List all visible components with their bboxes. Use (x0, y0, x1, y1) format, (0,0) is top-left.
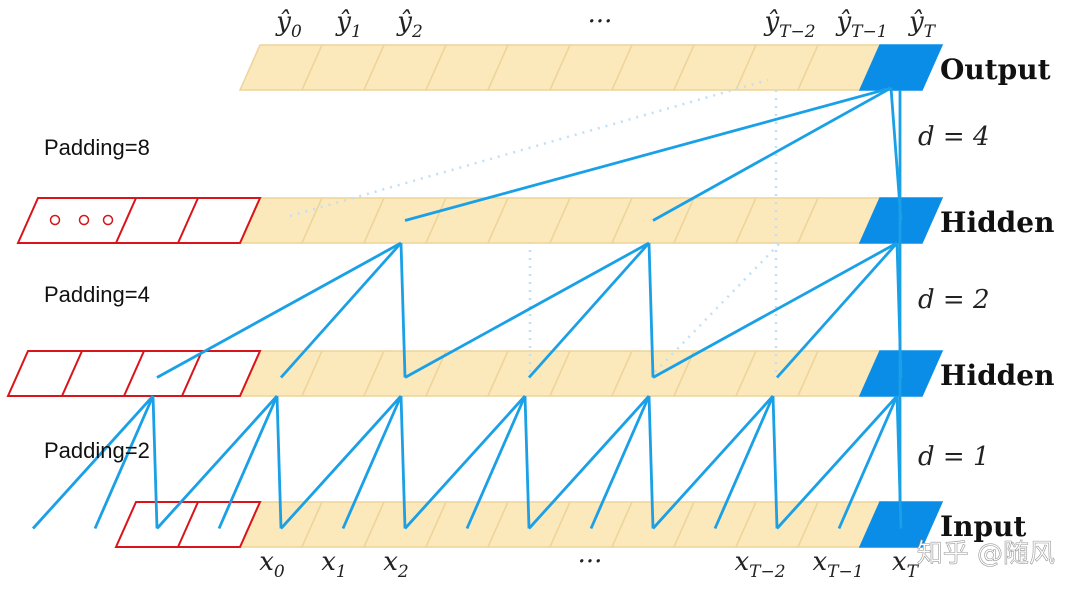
connection (647, 242, 655, 378)
connection (93, 395, 155, 530)
node-label: xT (892, 547, 920, 582)
label-subscript: 1 (336, 562, 347, 582)
label-subscript: 2 (397, 562, 409, 582)
node-label: ŷ1 (335, 7, 362, 42)
layer-label: Hidden (940, 359, 1054, 392)
label-symbol: x (383, 547, 398, 577)
label-symbol: x (892, 547, 907, 577)
label-subscript: T−1 (827, 562, 863, 582)
watermark: 知乎 @随风 (917, 539, 1055, 569)
connection (403, 395, 527, 530)
label-symbol: x (259, 547, 274, 577)
connection (527, 242, 651, 379)
node-label: ŷ0 (275, 7, 302, 42)
connection (713, 395, 775, 530)
faint-connection (289, 78, 769, 218)
node-label: ŷT−1 (835, 7, 887, 42)
node-label: ŷT (908, 7, 937, 42)
label-subscript: T (924, 22, 937, 42)
label-symbol: ŷ (763, 7, 779, 37)
connection (652, 241, 898, 379)
connection (652, 86, 892, 222)
connection (399, 395, 407, 529)
label-subscript: 0 (274, 562, 285, 582)
connection (527, 395, 651, 530)
connection (399, 242, 407, 378)
connection (404, 241, 650, 379)
label-symbol: ŷ (275, 7, 291, 37)
connection (341, 395, 403, 530)
padding-divider (181, 350, 203, 397)
output-cell (858, 44, 944, 91)
padding-box (16, 197, 262, 244)
label-symbol: x (734, 547, 749, 577)
node-label: ŷT−2 (763, 7, 815, 42)
label-subscript: T−2 (749, 562, 785, 582)
connection (523, 395, 531, 529)
padding-box (6, 350, 262, 397)
connection (31, 395, 155, 530)
label-subscript: 2 (411, 22, 423, 42)
connection (775, 395, 899, 530)
label-subscript: T (907, 562, 920, 582)
connection (837, 395, 899, 530)
label-subscript: 1 (351, 22, 362, 42)
label-symbol: x (812, 547, 827, 577)
padding-label: Padding=8 (44, 135, 150, 160)
connection (589, 395, 651, 530)
connection (151, 395, 159, 529)
node-label: ··· (588, 7, 613, 37)
connection (404, 86, 892, 222)
label-subscript: T−2 (779, 22, 815, 42)
label-symbol: ··· (588, 7, 613, 37)
label-symbol: x (321, 547, 336, 577)
label-subscript: T−1 (851, 22, 887, 42)
label-symbol: ··· (578, 547, 603, 577)
connection (156, 241, 402, 379)
padding-dot (49, 214, 61, 226)
node-label: x0 (259, 547, 285, 582)
padding-divider (61, 350, 83, 397)
connection (155, 395, 279, 530)
label-subscript: 0 (291, 22, 302, 42)
connection (279, 395, 403, 530)
layer-label: Output (940, 53, 1051, 86)
label-symbol: ŷ (396, 7, 412, 37)
node-label: x1 (321, 547, 347, 582)
label-symbol: ŷ (908, 7, 924, 37)
faint-connection (654, 242, 781, 373)
connection (771, 395, 779, 529)
padding-box (114, 501, 262, 548)
dilation-label: d = 1 (918, 442, 990, 472)
padding-label: Padding=2 (44, 438, 150, 463)
connection (217, 395, 279, 530)
padding-divider (177, 501, 199, 548)
layer-label: Hidden (940, 206, 1054, 239)
label-symbol: ŷ (835, 7, 851, 37)
node-label: ŷ2 (396, 7, 423, 42)
padding-divider (115, 197, 137, 244)
connection (465, 395, 527, 530)
connection (651, 395, 775, 530)
padding-label: Padding=4 (44, 282, 150, 307)
connection (279, 242, 403, 379)
connection (647, 395, 655, 529)
node-label: x2 (383, 547, 409, 582)
dilation-label: d = 4 (918, 122, 990, 152)
padding-divider (123, 350, 145, 397)
node-label: xT−2 (734, 547, 785, 582)
connection (275, 395, 283, 529)
dilation-label: d = 2 (918, 285, 990, 315)
connection (775, 242, 899, 379)
padding-divider (177, 197, 199, 244)
padding-dot (102, 214, 114, 226)
node-label: ··· (578, 547, 603, 577)
node-label: xT−1 (812, 547, 863, 582)
padding-dot (78, 214, 90, 226)
label-symbol: ŷ (335, 7, 351, 37)
layer-label: Input (940, 510, 1026, 543)
